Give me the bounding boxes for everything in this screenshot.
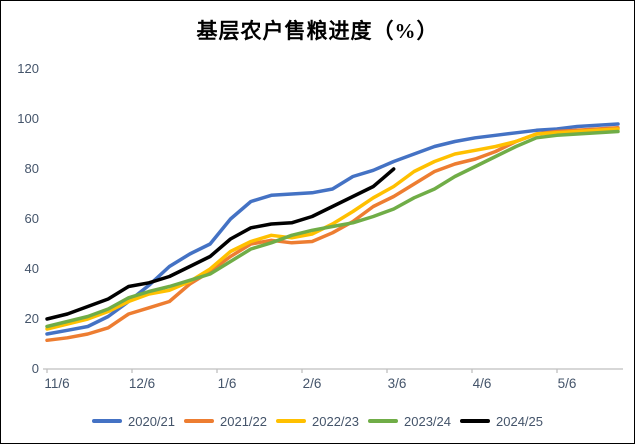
y-tick-label: 20 — [24, 311, 39, 326]
y-tick-label: 0 — [31, 361, 39, 376]
x-tick-label: 2/6 — [302, 376, 322, 391]
legend-item-2021-22: 2021/22 — [184, 414, 267, 429]
legend-swatch — [276, 418, 306, 424]
x-tick-label: 3/6 — [387, 376, 407, 391]
x-tick-label: 5/6 — [557, 376, 577, 391]
series-line-2021-22 — [45, 126, 620, 343]
x-tick-label: 11/6 — [44, 376, 70, 391]
legend-label: 2021/22 — [220, 413, 267, 429]
x-tick-label: 12/6 — [128, 376, 156, 391]
y-tick-label: 120 — [17, 61, 39, 76]
legend-swatch — [184, 418, 214, 424]
legend-item-2022-23: 2022/23 — [276, 414, 359, 429]
legend-item-2024-25: 2024/25 — [460, 414, 543, 429]
legend-swatch — [460, 418, 490, 424]
series-line-2022-23 — [45, 127, 620, 331]
chart-title: 基层农户售粮进度（%） — [196, 19, 439, 43]
y-tick-label: 60 — [24, 211, 39, 226]
y-tick-label: 80 — [24, 161, 39, 176]
legend-label: 2023/24 — [404, 413, 451, 429]
series-line-2020-21 — [45, 122, 620, 336]
y-tick-label: 40 — [24, 261, 39, 276]
x-tick-label: 1/6 — [217, 376, 237, 391]
chart-legend: 2020/21 2021/22 2022/23 2023/24 2024/25 — [1, 410, 634, 432]
series-line-2023-24 — [45, 129, 620, 329]
legend-label: 2024/25 — [496, 413, 543, 429]
y-tick-label: 100 — [17, 111, 39, 126]
x-tick-label: 4/6 — [472, 376, 492, 391]
legend-item-2020-21: 2020/21 — [92, 414, 175, 429]
legend-item-2023-24: 2023/24 — [368, 414, 451, 429]
legend-swatch — [92, 418, 122, 424]
legend-label: 2022/23 — [312, 413, 359, 429]
series-line-2024-25 — [45, 167, 396, 321]
legend-swatch — [368, 418, 398, 424]
legend-label: 2020/21 — [128, 413, 175, 429]
